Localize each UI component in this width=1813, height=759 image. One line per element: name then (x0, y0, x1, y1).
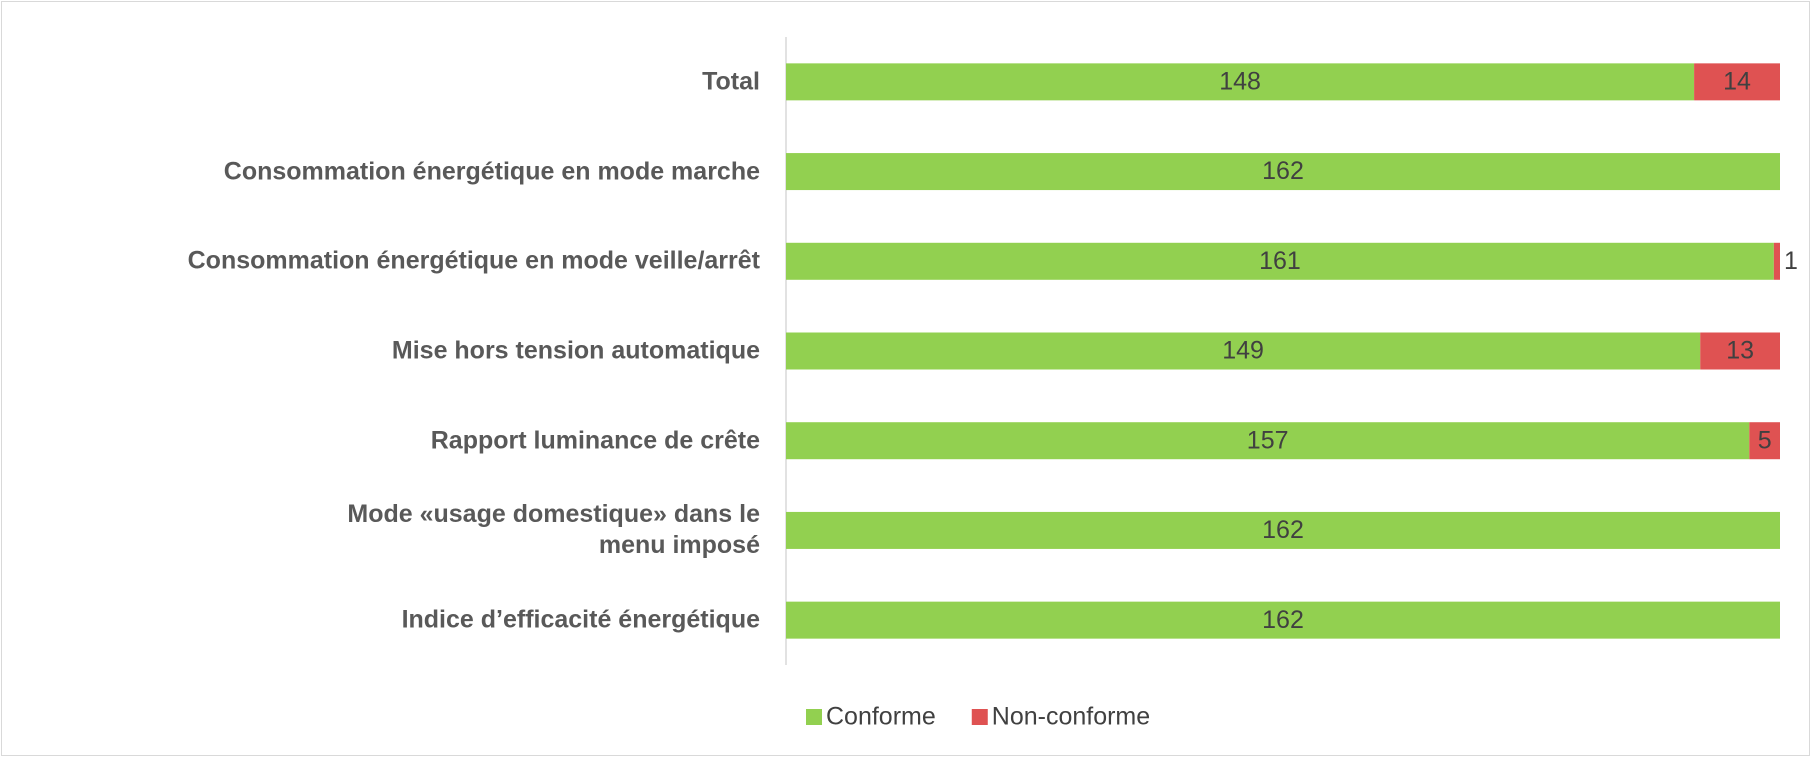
category-label: Consommation énergétique en mode veille/… (187, 246, 760, 275)
legend-label: Non-conforme (992, 703, 1150, 731)
value-label: 148 (1219, 67, 1261, 95)
bar-segment (786, 63, 1695, 101)
value-label: 13 (1726, 337, 1754, 365)
legend-swatch (971, 709, 988, 725)
bar-segment (1700, 332, 1780, 370)
bar-segment (786, 601, 1780, 639)
category-label: Rapport luminance de crête (430, 426, 760, 455)
category-label: Mise hors tension automatique (391, 336, 760, 365)
category-label: Mode «usage domestique» dans le menu imp… (347, 500, 760, 560)
bar-segment (786, 332, 1701, 370)
value-label: 157 (1247, 426, 1289, 454)
bar-segment (1773, 242, 1780, 280)
value-label: 161 (1259, 247, 1301, 275)
value-label: 162 (1262, 516, 1304, 544)
value-label: 1 (1784, 247, 1798, 275)
bar-segment (786, 153, 1780, 191)
legend-label: Conforme (826, 703, 936, 731)
bar-segment (786, 422, 1750, 460)
bar-segment (1749, 422, 1780, 460)
bar-segment (786, 242, 1774, 280)
legend-swatch (806, 709, 822, 725)
value-label: 162 (1262, 157, 1304, 185)
value-label: 149 (1222, 337, 1264, 365)
category-label: Total (702, 67, 760, 96)
category-label: Consommation énergétique en mode marche (223, 157, 760, 186)
bar-segment (786, 511, 1780, 549)
category-label: Indice d’efficacité énergétique (401, 605, 760, 634)
value-label: 14 (1723, 67, 1751, 95)
value-label: 162 (1262, 606, 1304, 634)
value-label: 5 (1758, 426, 1772, 454)
bar-segment (1694, 63, 1780, 101)
